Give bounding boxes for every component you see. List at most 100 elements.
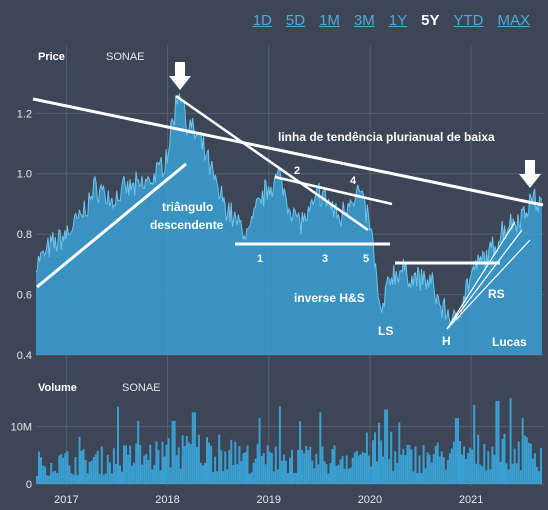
volume-bar xyxy=(163,456,166,484)
price-y-tick: 0.4 xyxy=(17,350,32,362)
range-max-button[interactable]: MAX xyxy=(497,12,530,29)
volume-bar xyxy=(531,458,534,484)
volume-bar xyxy=(450,448,453,484)
volume-bar xyxy=(481,466,484,484)
descending-triangle-upper-line xyxy=(175,94,369,232)
volume-bar xyxy=(333,445,336,484)
range-5y-button[interactable]: 5Y xyxy=(421,12,440,29)
volume-bar xyxy=(398,422,401,484)
volume-bar xyxy=(216,471,219,484)
volume-bar xyxy=(169,467,172,484)
volume-bar xyxy=(432,454,435,484)
volume-bar xyxy=(50,463,53,484)
volume-bar xyxy=(127,455,130,484)
volume-bar xyxy=(479,464,482,484)
volume-bar xyxy=(396,463,399,484)
volume-bar xyxy=(477,434,480,484)
volume-bar xyxy=(372,440,374,484)
volume-bar xyxy=(135,443,138,484)
volume-bar xyxy=(244,452,247,484)
volume-bar xyxy=(278,406,281,484)
volume-bar xyxy=(212,471,215,484)
volume-bar xyxy=(56,473,59,484)
range-3m-button[interactable]: 3M xyxy=(353,12,375,29)
range-1d-button[interactable]: 1D xyxy=(252,12,272,29)
range-5d-button[interactable]: 5D xyxy=(285,12,306,29)
price-y-tick: 1.0 xyxy=(17,169,32,181)
h-label: H xyxy=(442,334,451,348)
range-1y-button[interactable]: 1Y xyxy=(388,12,408,29)
volume-bar xyxy=(410,449,413,484)
price-panel: Price SONAE xyxy=(35,51,543,355)
volume-bar xyxy=(507,469,510,484)
volume-bar xyxy=(104,473,107,484)
volume-bar xyxy=(457,418,459,484)
volume-bar xyxy=(402,448,405,484)
volume-panel-title: Volume xyxy=(38,382,77,394)
range-1m-button[interactable]: 1M xyxy=(319,12,340,29)
volume-bar xyxy=(220,450,223,484)
volume-bar xyxy=(183,446,186,484)
volume-bar xyxy=(260,455,263,484)
volume-bar xyxy=(274,446,277,484)
volume-bar xyxy=(359,454,362,484)
volume-bar xyxy=(230,439,233,484)
volume-bar xyxy=(189,444,192,484)
volume-bar xyxy=(434,445,437,484)
volume-bar xyxy=(102,474,105,484)
volume-bar xyxy=(329,463,332,484)
volume-bar xyxy=(44,466,47,484)
volume-bar xyxy=(297,450,300,484)
point-5-label: 5 xyxy=(363,253,369,265)
volume-bar xyxy=(240,461,243,484)
volume-bar xyxy=(305,446,308,484)
volume-bar xyxy=(291,449,293,484)
volume-bar xyxy=(353,452,356,484)
volume-bar xyxy=(76,475,79,484)
volume-bar xyxy=(268,451,271,484)
volume-bar xyxy=(173,420,176,484)
volume-bar xyxy=(256,444,259,484)
volume-bar xyxy=(301,449,304,484)
volume-bar xyxy=(86,473,89,484)
volume-bar xyxy=(357,455,360,484)
volume-bar xyxy=(157,450,160,484)
volume-bar xyxy=(465,459,468,484)
volume-bar xyxy=(287,473,289,484)
volume-bar xyxy=(376,461,378,484)
range-selector: 1D 5D 1M 3M 1Y 5Y YTD MAX xyxy=(253,12,530,29)
volume-bar xyxy=(262,453,265,484)
volume-bar xyxy=(38,451,40,484)
price-y-tick: 0.6 xyxy=(17,290,32,302)
volume-bar xyxy=(390,431,393,484)
inverse-hs-label: inverse H&S xyxy=(294,291,365,305)
volume-bar xyxy=(58,455,61,484)
price-line-series xyxy=(35,93,543,326)
volume-bar xyxy=(204,462,206,484)
volume-bar xyxy=(408,445,411,484)
volume-bar xyxy=(323,461,326,484)
volume-bar xyxy=(493,454,496,484)
volume-bar xyxy=(535,466,538,484)
volume-bar xyxy=(185,435,188,484)
volume-bar xyxy=(469,447,472,484)
volume-bar xyxy=(369,466,372,484)
volume-bar xyxy=(339,459,342,484)
volume-bar xyxy=(386,409,389,484)
volume-bar xyxy=(511,463,514,484)
range-ytd-button[interactable]: YTD xyxy=(453,12,484,29)
volume-bar xyxy=(293,473,295,484)
volume-bar xyxy=(282,454,285,484)
volume-bar xyxy=(143,455,146,484)
volume-bar xyxy=(175,455,178,484)
volume-bar xyxy=(473,404,476,484)
volume-bar xyxy=(232,465,235,484)
volume-bar xyxy=(459,441,461,484)
arrow-down-icon xyxy=(169,62,191,90)
volume-bar xyxy=(442,457,445,484)
volume-bar xyxy=(335,466,338,484)
volume-bar xyxy=(289,457,291,484)
volume-bar xyxy=(66,451,69,484)
volume-bar xyxy=(467,453,470,484)
